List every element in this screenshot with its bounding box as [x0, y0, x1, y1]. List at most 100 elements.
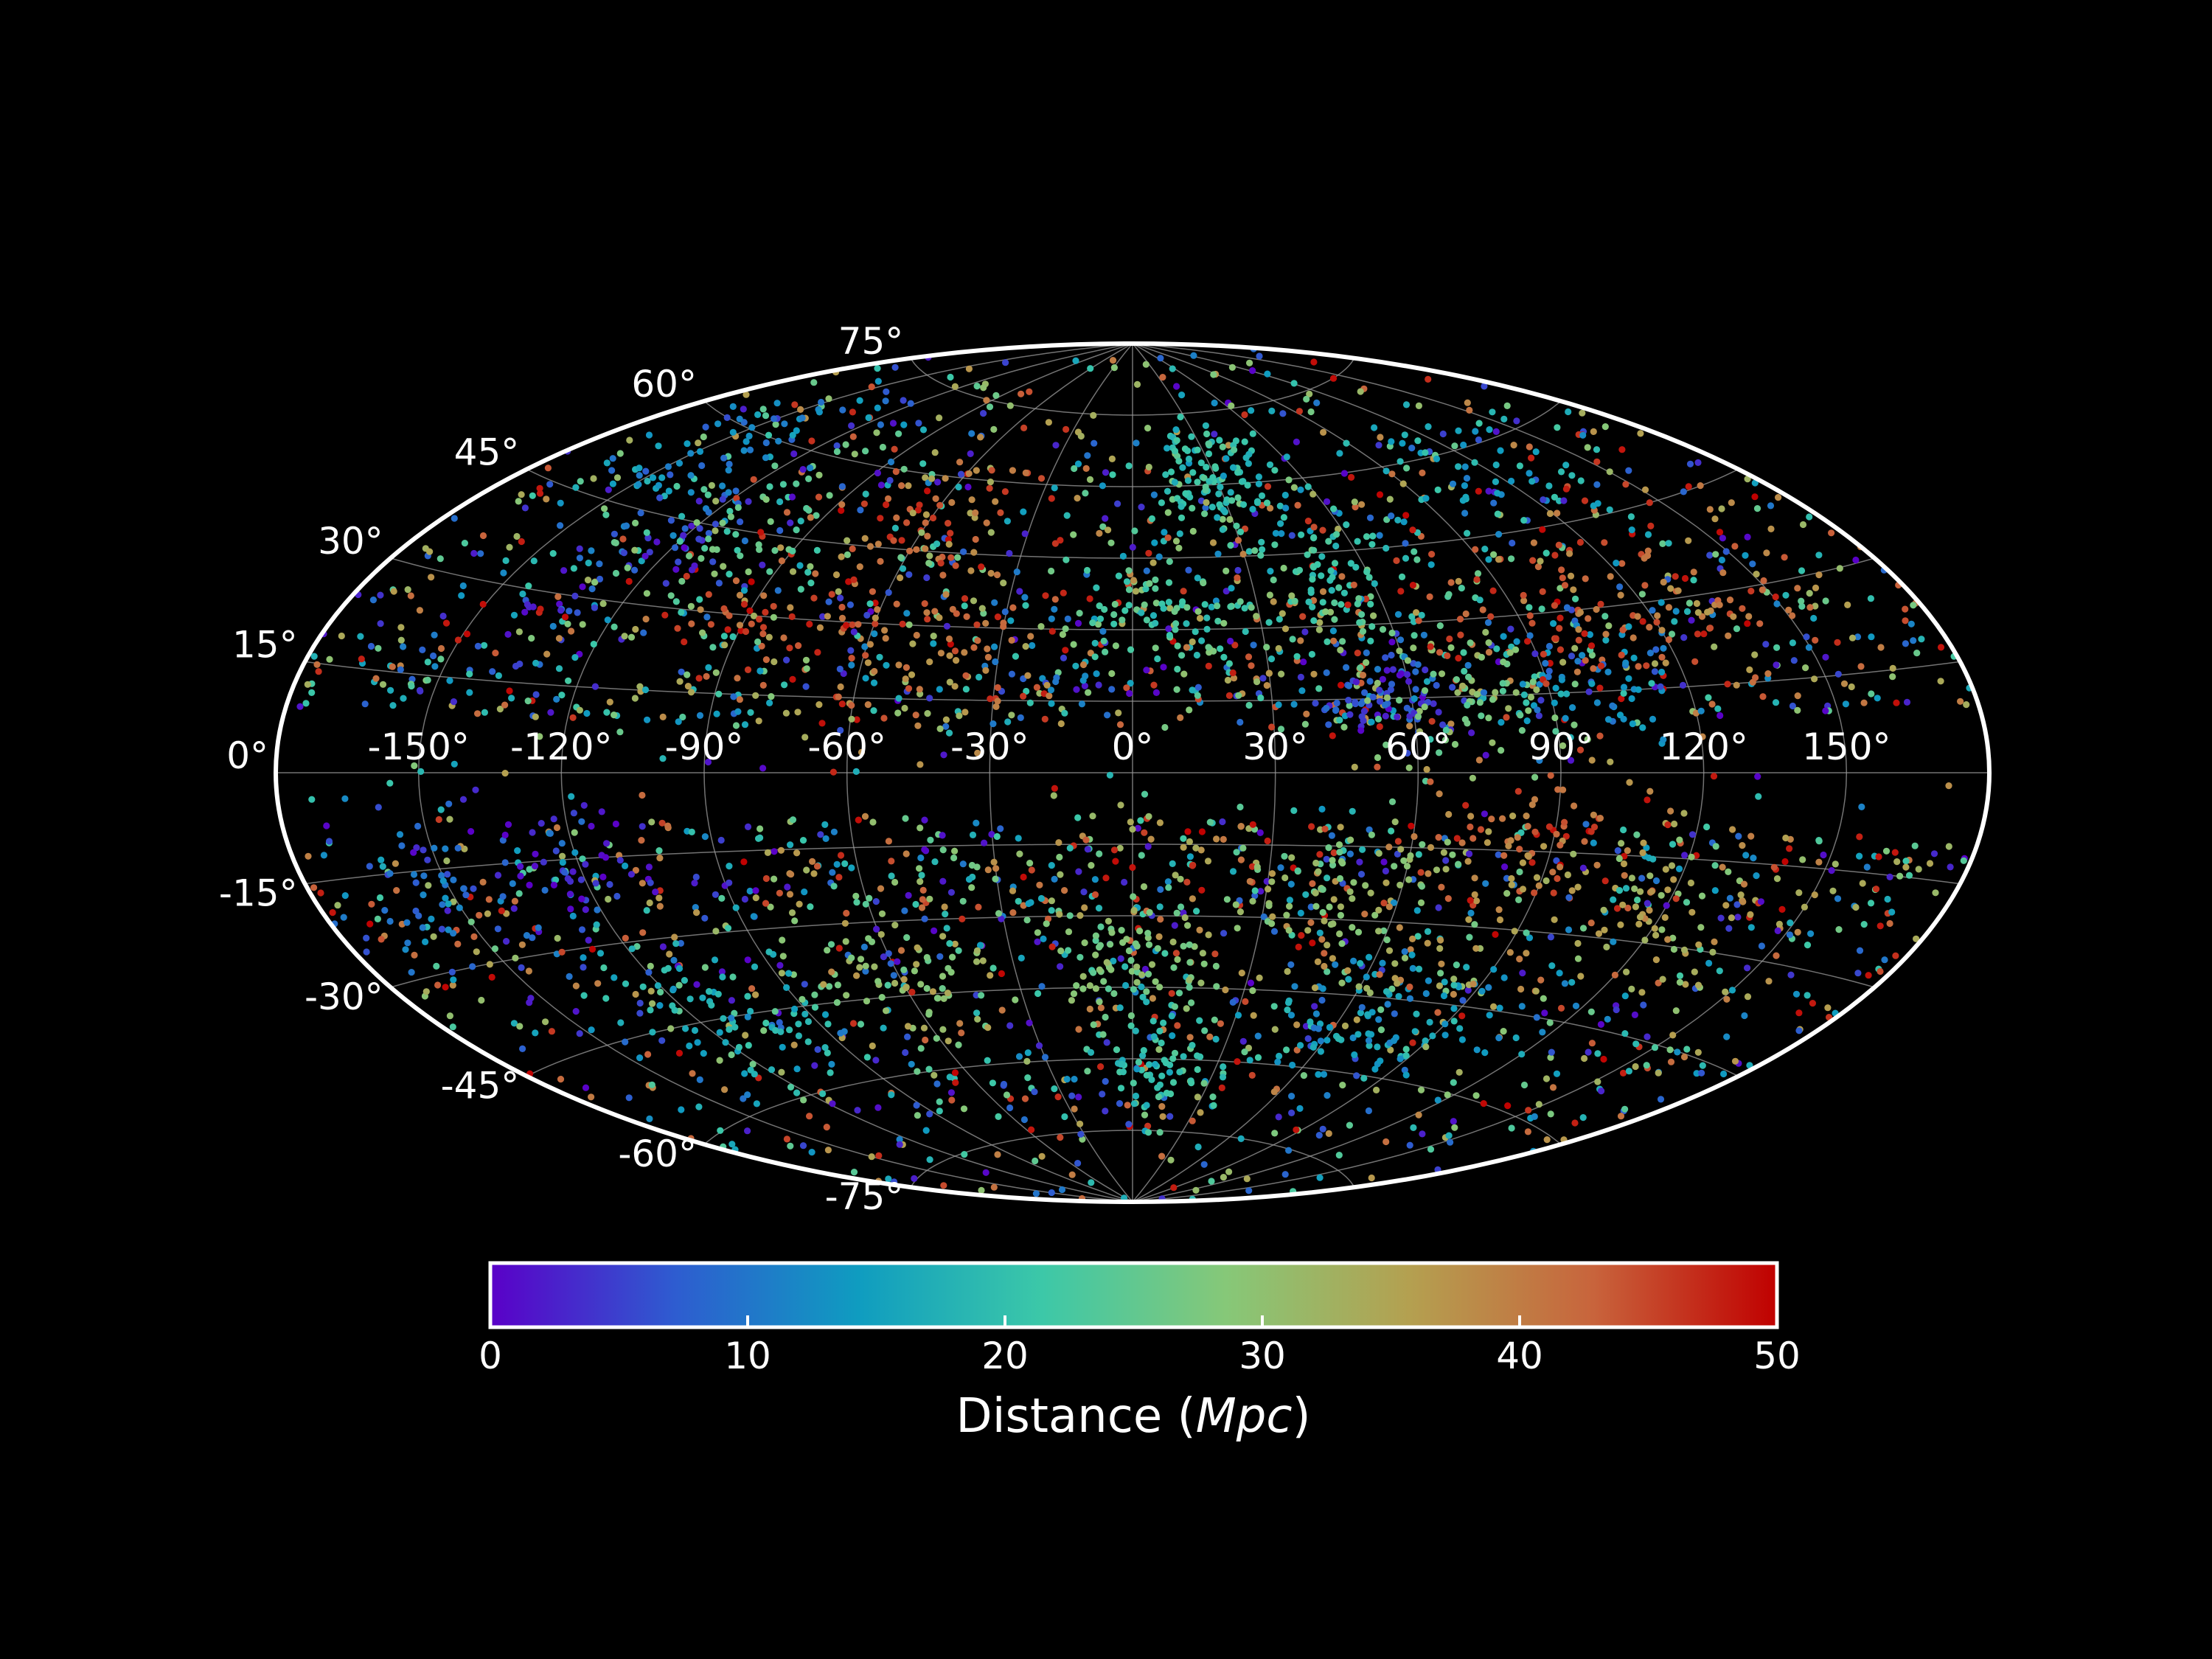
galaxy-point — [755, 541, 762, 549]
galaxy-point — [1213, 983, 1220, 990]
galaxy-point — [557, 499, 564, 507]
galaxy-point — [955, 1041, 962, 1048]
galaxy-point — [1349, 924, 1356, 931]
galaxy-point — [1095, 681, 1102, 689]
galaxy-point — [1077, 912, 1084, 919]
galaxy-point — [1913, 935, 1920, 942]
galaxy-point — [659, 713, 667, 721]
galaxy-point — [1277, 520, 1284, 527]
galaxy-point — [397, 666, 404, 673]
galaxy-point — [1590, 824, 1599, 831]
galaxy-point — [740, 406, 747, 413]
galaxy-point — [1503, 402, 1511, 410]
galaxy-point — [580, 992, 588, 999]
galaxy-point — [616, 450, 624, 457]
galaxy-point — [922, 545, 929, 552]
galaxy-point — [833, 448, 841, 456]
galaxy-point — [1646, 787, 1654, 795]
galaxy-point — [1186, 959, 1194, 966]
galaxy-point — [1531, 796, 1539, 803]
galaxy-point — [431, 663, 439, 670]
galaxy-point — [812, 570, 819, 577]
galaxy-point — [1288, 1109, 1295, 1116]
galaxy-point — [786, 891, 794, 898]
galaxy-point — [1528, 859, 1536, 866]
galaxy-point — [1376, 698, 1384, 705]
galaxy-point — [1323, 704, 1330, 712]
galaxy-point — [991, 599, 998, 606]
galaxy-point — [1579, 431, 1587, 439]
galaxy-point — [1125, 462, 1133, 470]
galaxy-point — [1402, 401, 1411, 408]
latitude-tick-label: 60° — [631, 363, 697, 406]
galaxy-point — [411, 951, 418, 959]
galaxy-point — [655, 894, 663, 902]
galaxy-point — [1329, 574, 1336, 581]
galaxy-point — [1107, 941, 1114, 948]
galaxy-point — [1228, 497, 1236, 504]
galaxy-point — [872, 620, 879, 627]
galaxy-point — [815, 471, 823, 479]
galaxy-point — [750, 476, 757, 483]
galaxy-point — [1644, 531, 1652, 538]
galaxy-point — [913, 961, 920, 968]
galaxy-point — [1203, 498, 1210, 507]
galaxy-point — [1146, 908, 1153, 917]
galaxy-point — [646, 899, 653, 907]
galaxy-point — [1381, 701, 1389, 709]
galaxy-point — [1256, 829, 1264, 836]
galaxy-point — [613, 474, 622, 481]
galaxy-point — [1020, 508, 1027, 515]
galaxy-point — [417, 687, 424, 695]
galaxy-point — [1278, 670, 1285, 678]
galaxy-point — [1314, 561, 1321, 568]
galaxy-point — [1489, 587, 1497, 594]
colorbar-label-unit: Mpc — [1196, 1389, 1293, 1444]
galaxy-point — [781, 681, 788, 689]
galaxy-point — [1034, 929, 1041, 936]
galaxy-point — [1235, 692, 1242, 699]
galaxy-point — [789, 568, 797, 575]
galaxy-point — [978, 605, 986, 612]
galaxy-point — [459, 796, 467, 803]
galaxy-point — [1366, 574, 1373, 581]
galaxy-point — [1300, 658, 1307, 666]
galaxy-point — [959, 860, 967, 868]
galaxy-point — [508, 695, 515, 702]
galaxy-point — [1023, 1057, 1031, 1065]
galaxy-point — [1263, 499, 1271, 507]
galaxy-point — [1664, 886, 1672, 894]
galaxy-point — [1061, 887, 1068, 894]
galaxy-point — [937, 560, 945, 567]
galaxy-point — [1051, 1085, 1058, 1093]
galaxy-point — [1078, 700, 1085, 708]
galaxy-point — [576, 706, 584, 714]
galaxy-point — [793, 1065, 801, 1073]
galaxy-point — [658, 819, 666, 827]
galaxy-point — [941, 903, 948, 911]
galaxy-point — [1399, 439, 1406, 447]
galaxy-point — [1263, 682, 1270, 689]
galaxy-point — [625, 1094, 633, 1102]
galaxy-point — [973, 621, 981, 628]
galaxy-point — [953, 610, 960, 617]
galaxy-point — [1868, 633, 1875, 641]
galaxy-point — [1125, 947, 1133, 955]
galaxy-point — [1209, 539, 1217, 546]
galaxy-point — [1339, 1082, 1346, 1089]
galaxy-point — [762, 1019, 770, 1027]
galaxy-point — [532, 659, 540, 667]
galaxy-point — [1520, 1081, 1528, 1089]
galaxy-point — [1461, 509, 1469, 517]
galaxy-point — [1205, 450, 1213, 458]
galaxy-point — [1048, 862, 1055, 869]
galaxy-point — [1358, 611, 1366, 619]
galaxy-point — [1002, 359, 1009, 366]
galaxy-point — [1579, 864, 1587, 872]
galaxy-point — [1534, 706, 1541, 714]
galaxy-point — [1057, 720, 1065, 728]
galaxy-point — [1349, 895, 1356, 902]
galaxy-point — [648, 818, 655, 826]
galaxy-point — [1196, 1017, 1203, 1024]
galaxy-point — [978, 563, 985, 571]
